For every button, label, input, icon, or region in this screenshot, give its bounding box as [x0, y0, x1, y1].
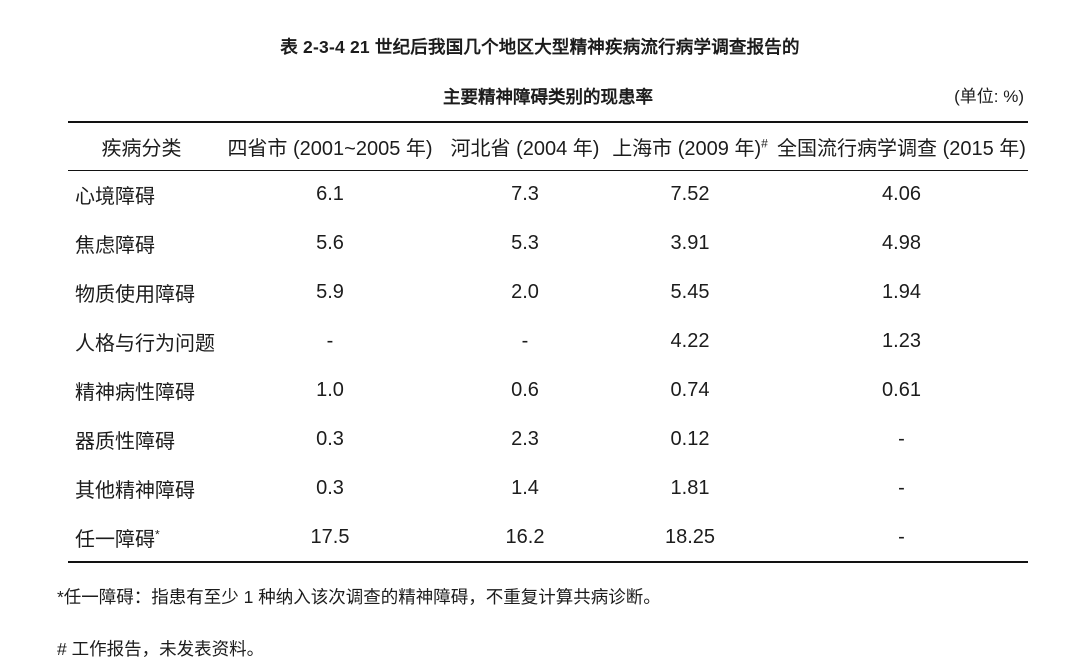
table-row: 精神病性障碍 1.0 0.6 0.74 0.61 — [68, 366, 1028, 415]
row-label: 器质性障碍 — [68, 415, 215, 464]
header-label: 上海市 (2009 年) — [612, 137, 762, 160]
header-label: 全国流行病学调查 (2015 年) — [777, 137, 1026, 160]
cell-value: 5.45 — [670, 281, 710, 303]
cell-value: 5.3 — [511, 232, 539, 254]
header-disease-category: 疾病分类 — [68, 122, 215, 170]
cell-value: 1.4 — [511, 477, 539, 499]
cell-value: 1.23 — [882, 330, 921, 352]
cell-value: 4.06 — [882, 183, 921, 206]
cell-value: 6.1 — [316, 183, 344, 206]
row-label-text: 人格与行为问题 — [75, 333, 215, 355]
footnote-work-report: # 工作报告，未发表资料。 — [57, 639, 265, 659]
cell-value: 1.94 — [882, 281, 921, 303]
table-row: 物质使用障碍 5.9 2.0 5.45 1.94 — [68, 268, 1028, 317]
cell-value: 2.0 — [511, 281, 539, 303]
table-caption-line2: 主要精神障碍类别的现患率 — [443, 87, 653, 107]
unit-label: (单位: %) — [954, 87, 1024, 106]
superscript-marker: # — [761, 136, 768, 151]
row-label-text: 精神病性障碍 — [75, 382, 195, 404]
cell-value: 7.52 — [670, 183, 710, 206]
cell-value: 18.25 — [664, 525, 716, 548]
header-label: 河北省 (2004 年) — [450, 137, 600, 160]
cell-value: 0.74 — [670, 379, 710, 401]
header-national-survey: 全国流行病学调查 (2015 年) — [775, 122, 1028, 170]
table-row: 其他精神障碍 0.3 1.4 1.81 - — [68, 464, 1028, 513]
cell-value: 4.98 — [882, 232, 921, 254]
prevalence-table: 疾病分类 四省市 (2001~2005 年) 河北省 (2004 年) 上海市 … — [68, 121, 1028, 563]
row-label-text: 物质使用障碍 — [75, 284, 195, 306]
row-label-text: 焦虑障碍 — [75, 235, 155, 257]
cell-value: - — [898, 428, 905, 450]
cell-value: 1.0 — [316, 379, 344, 401]
row-label: 人格与行为问题 — [68, 317, 215, 366]
subtitle-row: 主要精神障碍类别的现患率 (单位: %) — [68, 84, 1028, 110]
row-label: 其他精神障碍 — [68, 464, 215, 513]
cell-value: 16.2 — [505, 525, 545, 548]
cell-value: 2.3 — [511, 428, 539, 450]
cell-value: 0.12 — [670, 428, 710, 450]
cell-value: - — [326, 330, 334, 352]
header-four-provinces: 四省市 (2001~2005 年) — [215, 122, 445, 170]
cell-value: 3.91 — [670, 232, 710, 254]
row-label: 心境障碍 — [68, 170, 215, 219]
header-shanghai: 上海市 (2009 年)# — [605, 122, 775, 170]
row-label: 焦虑障碍 — [68, 219, 215, 268]
cell-value: - — [521, 330, 529, 352]
table-row: 心境障碍 6.1 7.3 7.52 4.06 — [68, 170, 1028, 219]
table-row: 器质性障碍 0.3 2.3 0.12 - — [68, 415, 1028, 464]
table-row: 焦虑障碍 5.6 5.3 3.91 4.98 — [68, 219, 1028, 268]
row-label-text: 器质性障碍 — [75, 431, 175, 453]
table-header-row: 疾病分类 四省市 (2001~2005 年) 河北省 (2004 年) 上海市 … — [68, 122, 1028, 170]
header-label: 四省市 (2001~2005 年) — [227, 137, 433, 160]
table-caption-line1: 表 2-3-4 21 世纪后我国几个地区大型精神疾病流行病学调查报告的 — [280, 37, 800, 57]
cell-value: 0.6 — [511, 379, 539, 401]
cell-value: 17.5 — [310, 525, 350, 548]
row-label-text: 任一障碍 — [75, 528, 155, 551]
footnote-any-disorder: *任一障碍：指患有至少 1 种纳入该次调查的精神障碍，不重复计算共病诊断。 — [57, 587, 661, 607]
table-row: 人格与行为问题 - - 4.22 1.23 — [68, 317, 1028, 366]
cell-value: 0.3 — [316, 428, 344, 450]
header-hebei: 河北省 (2004 年) — [445, 122, 605, 170]
header-label: 疾病分类 — [101, 137, 182, 160]
row-label: 任一障碍* — [68, 513, 215, 562]
cell-value: 0.61 — [882, 379, 921, 401]
cell-value: - — [898, 525, 905, 548]
cell-value: 5.6 — [316, 232, 344, 254]
cell-value: 1.81 — [670, 477, 710, 499]
cell-value: 4.22 — [670, 330, 710, 352]
superscript-marker: * — [155, 526, 160, 541]
row-label: 精神病性障碍 — [68, 366, 215, 415]
table-row: 任一障碍* 17.5 16.2 18.25 - — [68, 513, 1028, 562]
cell-value: - — [898, 477, 905, 499]
row-label-text: 心境障碍 — [75, 186, 155, 209]
cell-value: 7.3 — [511, 183, 539, 206]
cell-value: 0.3 — [316, 477, 344, 499]
row-label: 物质使用障碍 — [68, 268, 215, 317]
cell-value: 5.9 — [316, 281, 344, 303]
row-label-text: 其他精神障碍 — [75, 480, 195, 502]
